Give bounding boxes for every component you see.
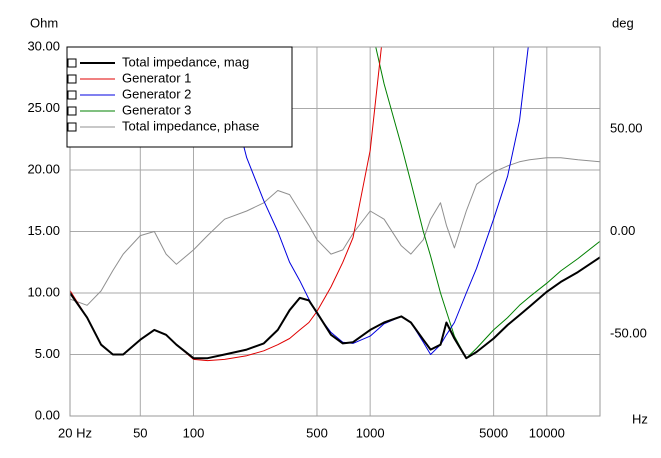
legend-label: Generator 3 — [122, 102, 191, 117]
y-tick-label: 20.00 — [27, 161, 60, 176]
y-tick-label: 5.00 — [35, 346, 60, 361]
y2-axis-label: deg — [612, 15, 634, 30]
x-tick-label: 20 Hz — [58, 425, 92, 440]
x-tick-label: 100 — [183, 425, 205, 440]
y2-tick-label: -50.00 — [610, 325, 647, 340]
y2-tick-label: 50.00 — [610, 120, 643, 135]
series-line — [70, 256, 600, 360]
y-tick-label: 0.00 — [35, 407, 60, 422]
x-tick-label: 10000 — [529, 425, 565, 440]
y-tick-label: 30.00 — [27, 38, 60, 53]
series-line — [70, 157, 600, 306]
legend-label: Total impedance, phase — [122, 118, 259, 133]
x-tick-label: 1000 — [356, 425, 385, 440]
y2-tick-label: 0.00 — [610, 223, 635, 238]
plot-lines — [70, 47, 600, 362]
plot-frame — [69, 46, 601, 417]
legend-checkbox[interactable] — [67, 58, 77, 68]
x-axis-label: Hz — [632, 411, 648, 426]
y-tick-label: 15.00 — [27, 223, 60, 238]
x-tick-label: 5000 — [479, 425, 508, 440]
legend-label: Total impedance, mag — [122, 54, 249, 69]
x-tick-label: 500 — [306, 425, 328, 440]
y-tick-label: 25.00 — [27, 100, 60, 115]
y-tick-label: 10.00 — [27, 284, 60, 299]
legend-label: Generator 1 — [122, 70, 191, 85]
legend-checkbox[interactable] — [67, 122, 77, 132]
y-axis-label: Ohm — [30, 15, 58, 30]
legend-label: Generator 2 — [122, 86, 191, 101]
x-tick-label: 50 — [133, 425, 147, 440]
legend-checkbox[interactable] — [67, 90, 77, 100]
legend-checkbox[interactable] — [67, 74, 77, 84]
legend-checkbox[interactable] — [67, 106, 77, 116]
